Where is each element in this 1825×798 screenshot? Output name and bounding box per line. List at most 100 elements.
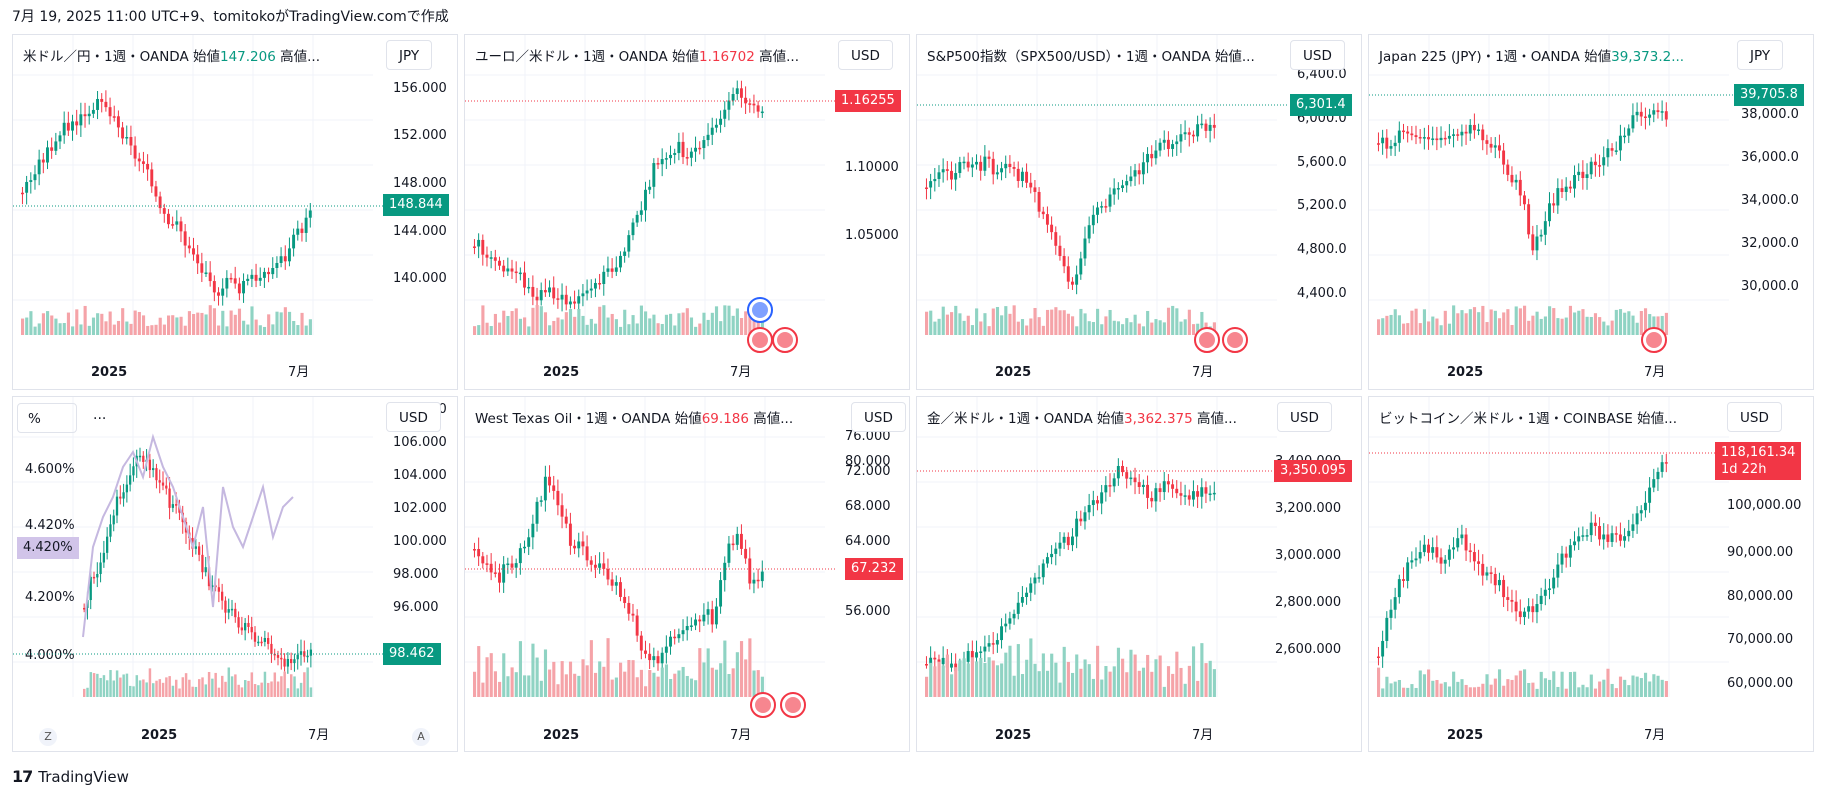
- currency-button[interactable]: USD: [838, 40, 893, 70]
- volume-bar: [1631, 675, 1635, 697]
- tradingview-mark-icon: 17: [12, 767, 33, 786]
- volume-bar: [539, 306, 543, 335]
- candle-body: [698, 147, 702, 150]
- candle-body: [983, 156, 987, 171]
- candle-body: [1158, 488, 1162, 493]
- last-price-tag: 39,705.8: [1734, 84, 1804, 106]
- volume-bar: [1564, 688, 1568, 697]
- candle-body: [242, 280, 246, 294]
- chart-panel-btcusd[interactable]: 110,000.00100,000.0090,000.0080,000.0070…: [1368, 396, 1814, 752]
- currency-button[interactable]: USD: [386, 402, 441, 432]
- currency-button[interactable]: JPY: [1737, 40, 1784, 70]
- volume-bar: [585, 324, 589, 335]
- volume-bar: [510, 311, 514, 335]
- currency-button[interactable]: JPY: [386, 40, 433, 70]
- candle-body: [1054, 232, 1058, 246]
- candle-body: [644, 650, 647, 654]
- candle-body: [1435, 138, 1439, 141]
- chart-panel-gold[interactable]: 3,400.0003,200.0003,000.0002,800.0002,60…: [916, 396, 1362, 752]
- currency-button[interactable]: USD: [1277, 402, 1332, 432]
- jp225-chart[interactable]: 38,000.0 36,000.0 34,000.0 32,000.0 30,000.0…: [1369, 35, 1814, 390]
- candle-body: [1179, 134, 1183, 142]
- candle-body: [518, 272, 522, 275]
- auto-scale-a-button[interactable]: A: [412, 728, 430, 746]
- chart-panel-usdjpy[interactable]: 156.000 152.000 148.000 144.000 140.000 2025 7…: [12, 34, 458, 390]
- x-axis-year-label: 2025: [1447, 728, 1483, 743]
- candle-body: [171, 504, 175, 508]
- volume-bar: [290, 674, 293, 697]
- candle-body: [1037, 191, 1041, 212]
- percent-scale-button[interactable]: %: [17, 403, 77, 433]
- volume-bar: [748, 307, 752, 335]
- candle-body: [735, 88, 739, 95]
- volume-bar: [106, 680, 109, 697]
- candle-body: [573, 545, 577, 549]
- yield-line: [82, 433, 294, 638]
- spx500-chart[interactable]: 6,400.06,000.05,600.05,200.04,800.04,400…: [917, 35, 1362, 390]
- candle-body: [635, 615, 639, 636]
- candle-body: [1146, 153, 1150, 163]
- candle-body: [112, 515, 115, 525]
- candle-body: [735, 533, 739, 545]
- volume-bar: [958, 660, 962, 697]
- currency-button[interactable]: USD: [851, 402, 906, 432]
- candle-body: [1660, 111, 1664, 113]
- usdjpy-chart[interactable]: 156.000 152.000 148.000 144.000 140.000 2025 7…: [13, 35, 458, 390]
- chart-caption: 7月 19, 2025 11:00 UTC+9、tomitokoがTrading…: [12, 9, 449, 25]
- tradingview-logo[interactable]: 17 TradingView: [12, 767, 129, 786]
- volume-bar: [237, 684, 240, 697]
- volume-bar: [167, 315, 171, 335]
- volume-bar: [1468, 309, 1472, 335]
- candle-body: [1008, 163, 1012, 167]
- volume-bar: [1606, 325, 1610, 335]
- volume-bar: [1664, 312, 1668, 335]
- gold-chart[interactable]: 3,400.0003,200.0003,000.0002,800.0002,60…: [917, 397, 1362, 752]
- candle-body: [473, 549, 476, 551]
- volume-bar: [1154, 319, 1158, 335]
- y-axis-tick-label: 56.000: [845, 604, 891, 619]
- volume-bar: [477, 325, 481, 335]
- chart-panel-wti[interactable]: 80.00076.00072.00068.00064.00060.00056.0…: [464, 396, 910, 752]
- volume-bar: [161, 682, 165, 697]
- currency-button[interactable]: USD: [1727, 402, 1782, 432]
- dxy-yield-chart[interactable]: 108.000106.000104.000102.000100.00098.00…: [13, 397, 458, 752]
- volume-bar: [1121, 324, 1125, 335]
- volume-bar: [1020, 319, 1025, 335]
- candle-body: [1443, 137, 1447, 140]
- volume-bar: [502, 310, 506, 335]
- candle-body: [1523, 195, 1526, 205]
- volume-bar: [112, 680, 116, 697]
- chart-panel-jp225[interactable]: 38,000.0 36,000.0 34,000.0 32,000.0 30,000.0…: [1368, 34, 1814, 390]
- volume-bar: [962, 320, 966, 335]
- candle-body: [1012, 613, 1016, 619]
- auto-scale-z-button[interactable]: Z: [39, 728, 57, 746]
- volume-bar: [1648, 681, 1652, 697]
- left-value-tag: 4.420%: [17, 537, 79, 559]
- candle-body: [1435, 547, 1439, 558]
- candle-body: [1045, 214, 1049, 225]
- volume-bar: [1585, 687, 1589, 697]
- volume-bar: [1506, 679, 1510, 697]
- candle-body: [564, 294, 568, 305]
- currency-button[interactable]: USD: [1290, 40, 1345, 70]
- volume-bar: [714, 669, 719, 697]
- wti-chart[interactable]: 80.00076.00072.00068.00064.00060.00056.0…: [465, 397, 910, 752]
- chart-panel-spx500[interactable]: 6,400.0 6,000.0 5,600.0 5,200.0 4,800.0 4,400…: [916, 34, 1362, 390]
- candle-body: [510, 563, 514, 568]
- candle-body: [258, 277, 262, 281]
- volume-bar: [1523, 669, 1527, 697]
- candle-body: [71, 121, 74, 131]
- volume-bar: [731, 668, 735, 697]
- chart-panel-dxy-yield[interactable]: 108.000106.000104.000102.000100.00098.00…: [12, 396, 458, 752]
- volume-bar: [610, 313, 614, 335]
- volume-bar: [1037, 317, 1041, 335]
- volume-bar: [552, 320, 556, 335]
- volume-bar: [104, 321, 108, 335]
- y-axis-tick-label: 104.000: [393, 468, 447, 483]
- candle-body: [606, 268, 610, 272]
- volume-bar: [306, 667, 309, 697]
- candle-body: [585, 546, 589, 561]
- candle-body: [610, 268, 614, 272]
